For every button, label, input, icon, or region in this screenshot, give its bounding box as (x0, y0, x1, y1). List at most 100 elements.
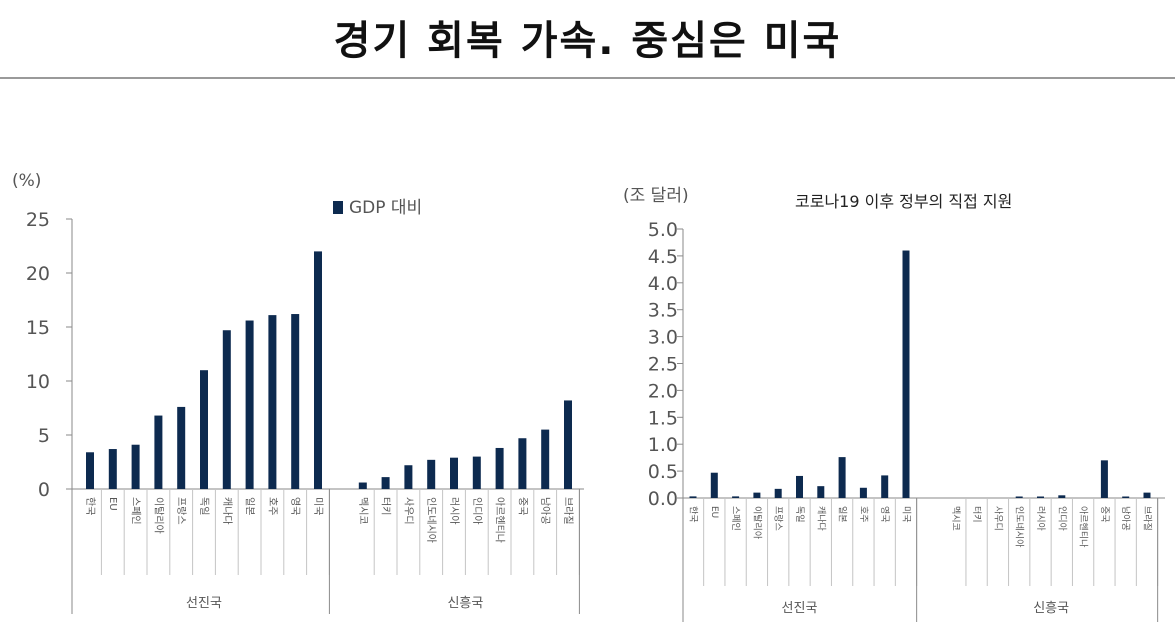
bar (268, 315, 277, 489)
category-label: 독일 (198, 497, 210, 515)
page-title: 경기 회복 가속. 중심은 미국 (333, 18, 842, 64)
bar (177, 406, 186, 489)
y-tick-label: 0.5 (648, 461, 678, 483)
y-tick-label: 2.5 (648, 354, 678, 376)
category-label: 러시아 (448, 497, 460, 525)
bar (86, 452, 94, 489)
bar (796, 475, 803, 498)
bar (732, 496, 740, 498)
bar (154, 415, 163, 489)
category-label: 브라질 (1142, 506, 1154, 531)
category-label: 중국 (1099, 506, 1110, 523)
category-label: 브라질 (562, 497, 574, 525)
bar (108, 449, 117, 489)
bar (200, 370, 208, 489)
category-label: 영국 (289, 497, 301, 515)
bar (902, 250, 910, 498)
y-tick-label: 2.0 (648, 380, 678, 402)
category-label: 일본 (244, 497, 256, 515)
category-label: 이탈리아 (152, 497, 165, 534)
category-label: 프랑스 (773, 506, 785, 531)
category-label: EU (107, 497, 118, 511)
category-label: 아르헨티나 (494, 497, 506, 543)
category-label: 남아공 (1120, 506, 1131, 531)
category-label: 중국 (516, 497, 528, 515)
y-tick-label: 1.5 (648, 407, 678, 429)
category-label: 터키 (380, 497, 392, 515)
y-tick-label: 4.0 (648, 273, 678, 295)
group-label: 신흥국 (1033, 601, 1069, 616)
category-label: 호주 (858, 506, 869, 523)
category-label: EU (709, 506, 719, 518)
y-tick-label: 1.0 (648, 434, 678, 456)
bar (564, 400, 572, 489)
category-label: 일본 (837, 506, 848, 523)
category-label: 사우디 (992, 506, 1003, 531)
y-tick-label: 3.5 (648, 300, 678, 322)
bar (314, 251, 322, 489)
y-tick-label: 25 (26, 209, 50, 231)
category-label: 사우디 (402, 497, 414, 525)
category-label: 스페인 (130, 497, 142, 525)
group-label: 선진국 (186, 596, 222, 611)
y-tick-label: 10 (26, 371, 50, 393)
category-label: 인디아 (1056, 506, 1067, 532)
legend-swatch (333, 201, 343, 214)
chart-title: 코로나19 이후 정부의 직접 지원 (795, 192, 1012, 211)
category-label: 캐나다 (815, 506, 826, 532)
category-label: 멕시코 (950, 506, 961, 531)
bar (358, 482, 367, 489)
bar (450, 457, 458, 489)
bar (881, 475, 889, 498)
y-tick-label: 0.0 (648, 488, 678, 510)
y-tick-label: 4.5 (648, 246, 678, 268)
category-label: 캐나다 (221, 497, 233, 525)
category-label: 인도네시아 (425, 497, 437, 543)
category-label: 스페인 (730, 506, 741, 531)
bar (541, 429, 550, 489)
y-tick-label: 0 (38, 479, 50, 501)
category-label: 러시아 (1035, 506, 1046, 532)
bar (817, 486, 825, 498)
bar (222, 330, 231, 489)
bar (495, 447, 504, 489)
category-label: 터키 (971, 506, 982, 523)
category-label: 영국 (879, 506, 890, 523)
y-tick-label: 15 (26, 317, 50, 339)
y-unit-label: (%) (12, 171, 41, 191)
bar (1015, 496, 1023, 498)
category-label: 호주 (266, 497, 278, 515)
bar (774, 488, 782, 498)
category-label: 미국 (312, 497, 324, 515)
group-label: 선진국 (782, 601, 818, 616)
y-unit-label: (조 달러) (623, 186, 689, 206)
category-label: 한국 (688, 506, 699, 523)
legend-label: GDP 대비 (349, 198, 422, 218)
bar (245, 320, 254, 489)
category-label: 아르헨티나 (1078, 506, 1090, 547)
bar (518, 438, 527, 489)
category-label: 멕시코 (357, 497, 369, 525)
bar (753, 492, 761, 498)
bar (404, 465, 413, 489)
bar (291, 314, 300, 489)
bar (1037, 496, 1044, 498)
category-label: 독일 (794, 506, 805, 523)
category-label: 이탈리아 (751, 506, 762, 540)
category-label: 인디아 (471, 497, 483, 525)
bar (131, 444, 140, 489)
bar (710, 472, 718, 498)
bar (1143, 492, 1151, 498)
bar (1058, 495, 1066, 498)
category-label: 인도네시아 (1014, 506, 1025, 548)
bar (472, 456, 481, 489)
group-label: 신흥국 (447, 596, 483, 611)
bar (838, 457, 846, 498)
bar (859, 487, 867, 498)
category-label: 미국 (901, 506, 912, 523)
category-label: 프랑스 (175, 497, 187, 525)
bar (689, 496, 697, 498)
category-label: 한국 (84, 497, 96, 515)
